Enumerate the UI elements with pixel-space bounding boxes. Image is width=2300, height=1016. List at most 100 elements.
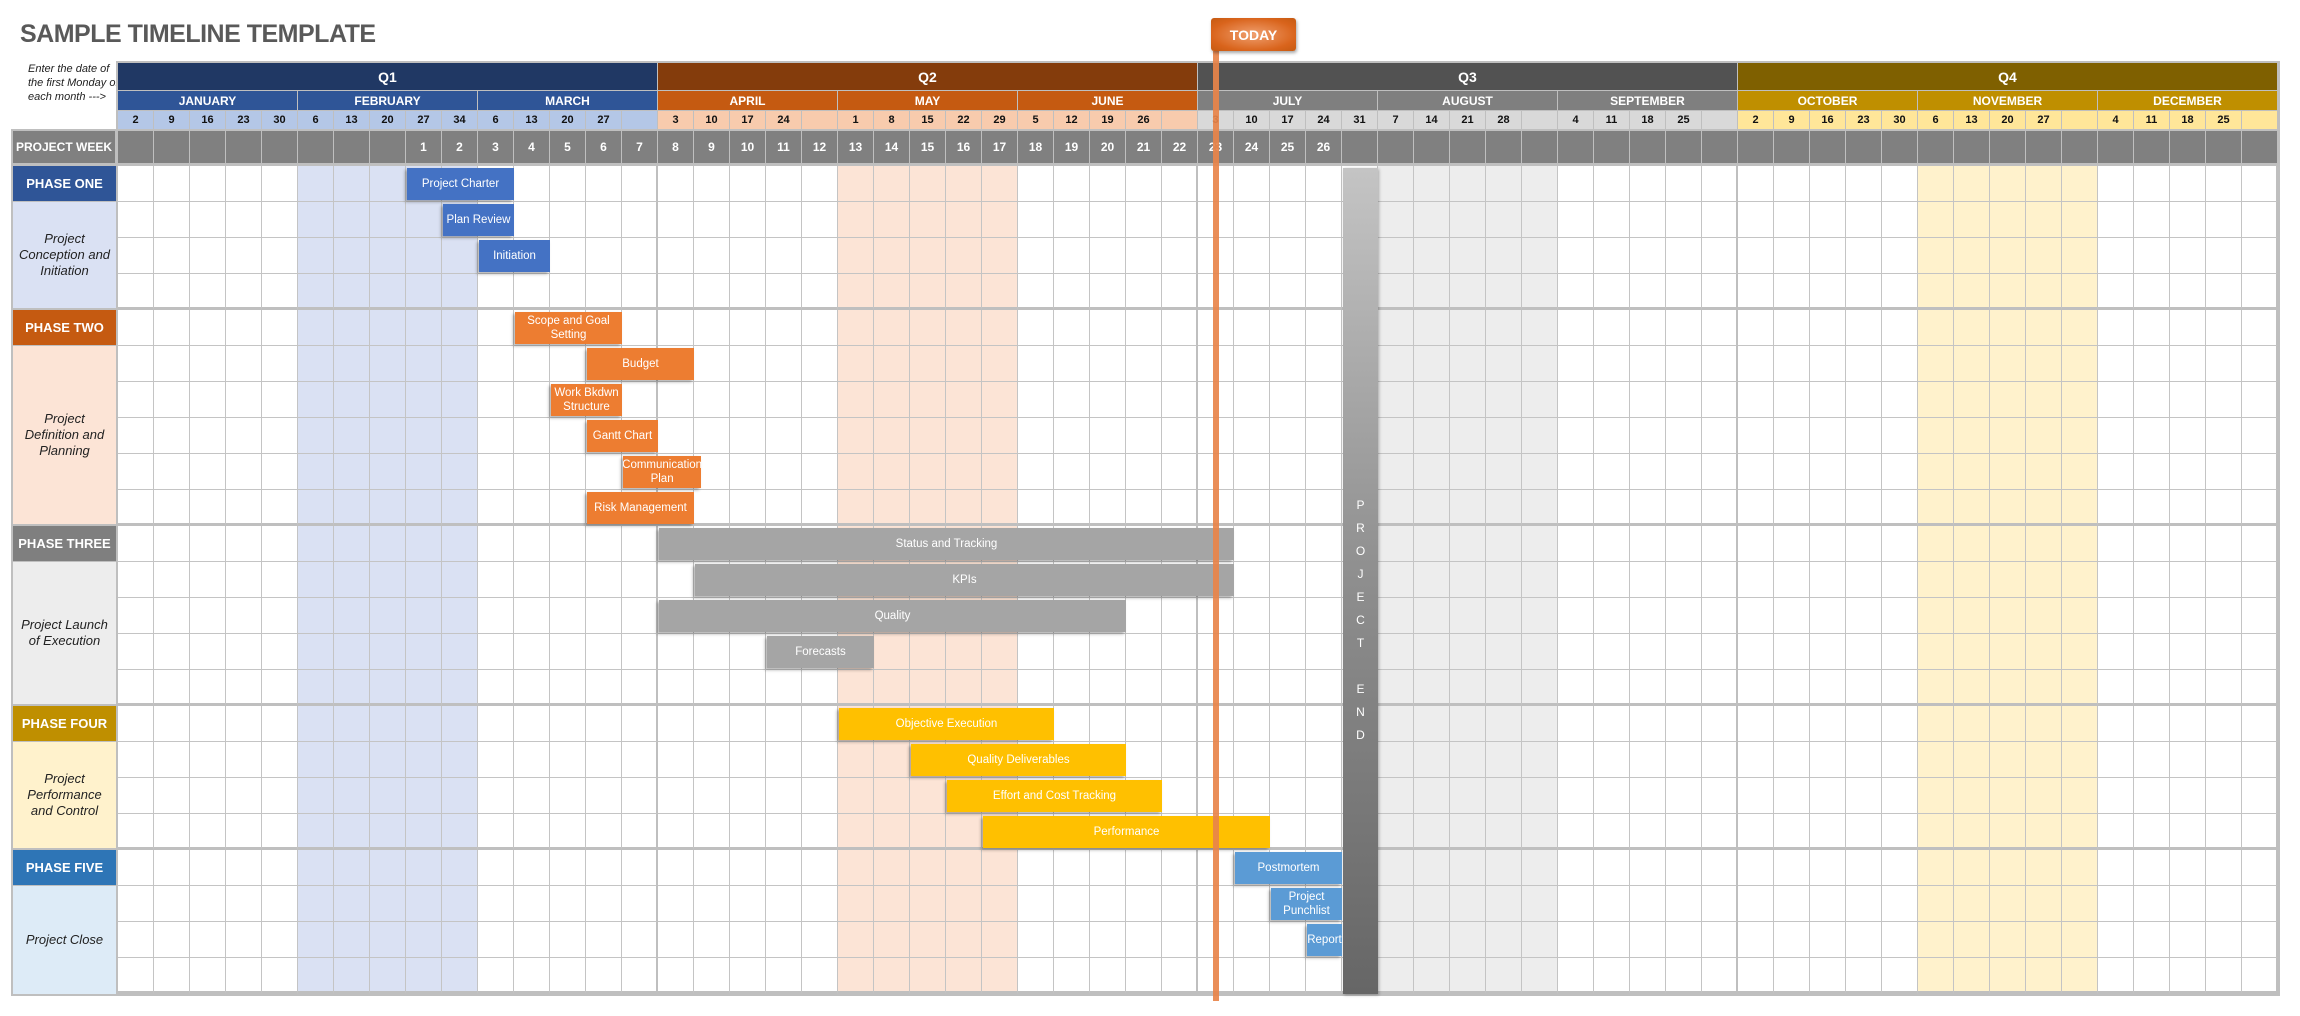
project-week-number: 17 <box>982 131 1018 163</box>
grid-cell <box>2242 274 2278 310</box>
grid-cell <box>1810 418 1846 454</box>
grid-cell <box>1882 238 1918 274</box>
grid-cell <box>550 562 586 598</box>
grid-cell <box>2062 490 2098 526</box>
grid-cell <box>910 454 946 490</box>
grid-cell <box>2062 382 2098 418</box>
grid-cell <box>154 274 190 310</box>
grid-cell <box>1630 742 1666 778</box>
grid-cell <box>1882 418 1918 454</box>
grid-cell <box>226 346 262 382</box>
grid-cell <box>1558 238 1594 274</box>
grid-cell <box>1378 382 1414 418</box>
grid-cell <box>874 202 910 238</box>
grid-cell <box>586 886 622 922</box>
grid-cell <box>262 346 298 382</box>
grid-cell <box>1054 850 1090 886</box>
grid-cell <box>982 166 1018 202</box>
grid-cell <box>514 742 550 778</box>
task-bar[interactable]: Initiation <box>479 240 550 272</box>
week-date: 16 <box>1810 111 1846 129</box>
task-bar[interactable]: Project Punchlist <box>1271 888 1342 920</box>
grid-cell <box>1378 202 1414 238</box>
grid-cell <box>118 922 154 958</box>
task-bar[interactable]: Budget <box>587 348 694 380</box>
grid-cell <box>1630 166 1666 202</box>
grid-cell <box>2062 346 2098 382</box>
task-bar[interactable]: KPIs <box>695 564 1234 596</box>
grid-cell <box>1882 814 1918 850</box>
phase-label: PHASE ONE <box>13 166 116 201</box>
grid-cell <box>1270 526 1306 562</box>
grid-cell <box>1522 886 1558 922</box>
grid-cell <box>262 490 298 526</box>
grid-cell <box>2206 202 2242 238</box>
grid-cell <box>1774 778 1810 814</box>
grid-cell <box>1558 454 1594 490</box>
grid-cell <box>982 922 1018 958</box>
grid-cell <box>1234 526 1270 562</box>
grid-cell <box>1954 958 1990 994</box>
grid-cell <box>1306 490 1342 526</box>
phase-description: Project Performance and Control <box>13 742 116 848</box>
grid-cell <box>1630 454 1666 490</box>
project-week-number <box>154 131 190 163</box>
grid-cell <box>1450 850 1486 886</box>
grid-cell <box>694 238 730 274</box>
month-header: JUNE <box>1018 91 1198 110</box>
grid-cell <box>766 742 802 778</box>
project-week-number: 19 <box>1054 131 1090 163</box>
task-bar[interactable]: Scope and Goal Setting <box>515 312 622 344</box>
grid-cell <box>874 742 910 778</box>
grid-cell <box>514 526 550 562</box>
task-bar[interactable]: Risk Management <box>587 492 694 524</box>
task-bar[interactable]: Postmortem <box>1235 852 1342 884</box>
grid-cell <box>622 382 658 418</box>
grid-cell <box>2170 742 2206 778</box>
grid-cell <box>2026 238 2062 274</box>
task-bar[interactable]: Gantt Chart <box>587 420 658 452</box>
task-bar[interactable]: Plan Review <box>443 204 514 236</box>
today-marker[interactable]: TODAY <box>1211 18 1296 51</box>
grid-cell <box>874 418 910 454</box>
grid-cell <box>118 454 154 490</box>
grid-cell <box>1954 526 1990 562</box>
grid-cell <box>694 886 730 922</box>
week-date: 12 <box>1054 111 1090 129</box>
grid-cell <box>2134 670 2170 706</box>
task-bar[interactable]: Report <box>1307 924 1342 956</box>
grid-cell <box>1594 526 1630 562</box>
grid-cell <box>1450 634 1486 670</box>
grid-cell <box>334 274 370 310</box>
grid-cell <box>1162 310 1198 346</box>
grid-cell <box>1810 814 1846 850</box>
grid-cell <box>298 490 334 526</box>
task-bar[interactable]: Performance <box>983 816 1270 848</box>
task-bar[interactable]: Quality <box>659 600 1126 632</box>
grid-cell <box>2170 634 2206 670</box>
task-bar[interactable]: Forecasts <box>767 636 874 668</box>
grid-cell <box>1414 562 1450 598</box>
grid-cell <box>370 850 406 886</box>
task-bar[interactable]: Communication Plan <box>623 456 702 488</box>
task-bar[interactable]: Project Charter <box>407 168 514 200</box>
grid-cell <box>442 670 478 706</box>
grid-cell <box>658 742 694 778</box>
grid-cell <box>838 382 874 418</box>
grid-cell <box>514 670 550 706</box>
task-bar[interactable]: Effort and Cost Tracking <box>947 780 1162 812</box>
grid-cell <box>1702 454 1738 490</box>
grid-cell <box>1414 850 1450 886</box>
task-bar[interactable]: Quality Deliverables <box>911 744 1126 776</box>
grid-cell <box>298 310 334 346</box>
grid-cell <box>1774 346 1810 382</box>
task-bar[interactable]: Objective Execution <box>839 708 1054 740</box>
grid-cell <box>2242 958 2278 994</box>
grid-cell <box>190 490 226 526</box>
task-bar[interactable]: Status and Tracking <box>659 528 1234 560</box>
grid-cell <box>1666 382 1702 418</box>
grid-cell <box>910 310 946 346</box>
grid-cell <box>1702 166 1738 202</box>
grid-cell <box>1162 598 1198 634</box>
task-bar[interactable]: Work Bkdwn Structure <box>551 384 622 416</box>
